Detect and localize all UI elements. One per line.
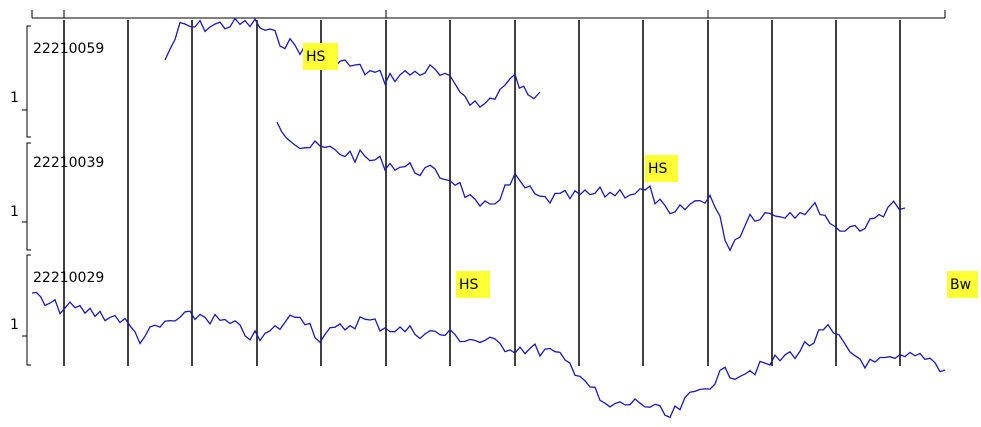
track-id: 22210039 (33, 155, 104, 171)
marker-bg (947, 271, 978, 298)
trace (164, 17, 541, 108)
track-scale: 1 (10, 204, 19, 220)
marker-label: HS (459, 277, 479, 293)
track-scale: 1 (10, 317, 19, 333)
track-bracket (22, 254, 31, 366)
trace (31, 291, 946, 419)
track-scale: 1 (10, 90, 19, 106)
marker-bg (456, 271, 490, 298)
marker-bg (645, 155, 678, 182)
marker-label: HS (648, 161, 668, 177)
marker-bg (303, 43, 338, 70)
grid (63, 20, 901, 366)
marker-label: HS (306, 49, 326, 65)
track-bracket (22, 142, 31, 251)
track-id: 22210029 (33, 270, 104, 286)
marker-label: Bw (950, 277, 971, 293)
track-bracket (22, 25, 31, 138)
trace (276, 121, 906, 252)
track-id: 22210059 (33, 41, 104, 57)
